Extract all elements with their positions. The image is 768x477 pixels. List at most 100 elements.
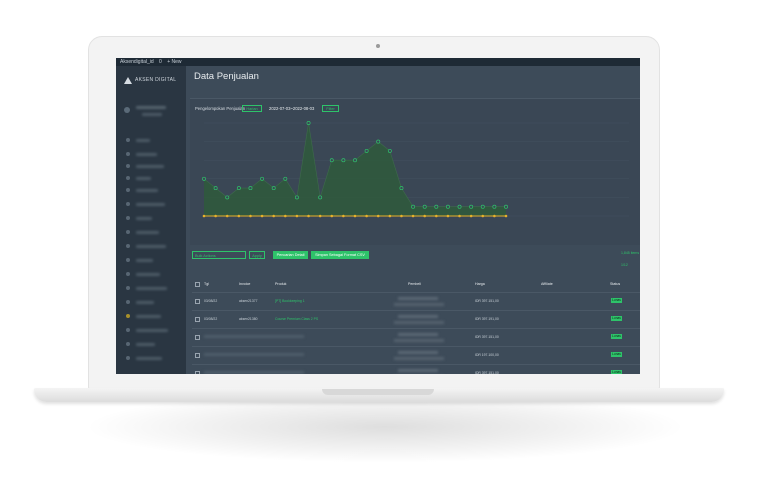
sales-point[interactable] [399, 186, 404, 191]
table-row[interactable]: IDR 397.151,00 Lunas [192, 328, 640, 346]
sales-point[interactable] [480, 204, 485, 209]
sales-point[interactable] [411, 204, 416, 209]
table-row[interactable]: 03/08/22 aksen21377 [PT] Bookkeeping 1 IDR … [192, 292, 640, 310]
sidebar-item[interactable] [136, 176, 151, 180]
table-row[interactable]: IDR 397.151,00 Lunas [192, 364, 640, 374]
row-checkbox[interactable] [195, 353, 200, 358]
sidebar-item[interactable] [136, 314, 161, 318]
select-all-checkbox[interactable] [195, 282, 200, 287]
baseline-point[interactable] [202, 214, 206, 218]
sidebar-item[interactable] [136, 244, 166, 248]
baseline-point[interactable] [225, 214, 229, 218]
baseline-point[interactable] [260, 214, 264, 218]
sales-point[interactable] [202, 176, 206, 181]
baseline-point[interactable] [376, 214, 380, 218]
baseline-point[interactable] [400, 214, 403, 218]
col-status[interactable]: Status [610, 282, 621, 286]
detail-search-button[interactable]: Pencarian Detail [273, 251, 308, 259]
sidebar-item[interactable] [136, 356, 162, 360]
sidebar-item[interactable] [136, 152, 157, 156]
col-price[interactable]: Harga [475, 282, 485, 286]
sidebar-item[interactable] [136, 272, 160, 276]
baseline-point[interactable] [284, 214, 287, 218]
sales-point[interactable] [341, 158, 346, 163]
baseline-point[interactable] [249, 214, 252, 218]
sales-point[interactable] [271, 186, 276, 191]
baseline-point[interactable] [237, 214, 241, 218]
baseline-point[interactable] [214, 214, 217, 218]
sidebar-item[interactable] [136, 286, 167, 290]
comments-count[interactable]: 0 [159, 59, 162, 65]
baseline-point[interactable] [481, 214, 485, 218]
col-product[interactable]: Produk [275, 282, 287, 286]
baseline-point[interactable] [318, 214, 322, 218]
baseline-point[interactable] [493, 214, 496, 218]
sales-point[interactable] [492, 204, 497, 209]
sidebar-item[interactable] [136, 300, 154, 304]
baseline-point[interactable] [365, 214, 368, 218]
sidebar-item[interactable] [136, 258, 153, 262]
sales-point[interactable] [306, 121, 311, 125]
col-date[interactable]: Tgl [204, 282, 209, 286]
grouping-select[interactable]: Harian [242, 105, 262, 112]
baseline-point[interactable] [388, 214, 392, 218]
baseline-point[interactable] [342, 214, 345, 218]
sidebar-item[interactable] [136, 328, 168, 332]
sidebar-item[interactable] [136, 342, 155, 346]
row-checkbox[interactable] [195, 335, 200, 340]
col-affiliate[interactable]: Affiliate [541, 282, 553, 286]
sales-point[interactable] [434, 204, 439, 209]
sales-point[interactable] [294, 195, 299, 200]
sales-point[interactable] [283, 176, 288, 181]
baseline-point[interactable] [353, 214, 357, 218]
sidebar-item[interactable] [136, 216, 152, 220]
export-csv-button[interactable]: Simpan Sebagai Format CSV [311, 251, 369, 259]
apply-button[interactable]: Apply [249, 251, 265, 259]
sales-point[interactable] [364, 148, 369, 153]
col-buyer[interactable]: Pembeli [408, 282, 421, 286]
row-product[interactable]: [PT] Bookkeeping 1 [275, 299, 305, 303]
sales-point[interactable] [469, 204, 474, 209]
col-invoice[interactable]: Invoice [239, 282, 251, 286]
baseline-point[interactable] [435, 214, 438, 218]
sales-point[interactable] [457, 204, 462, 209]
sidebar-item[interactable] [136, 138, 150, 142]
sales-point[interactable] [353, 158, 357, 163]
sales-point[interactable] [260, 176, 265, 181]
baseline-point[interactable] [272, 214, 275, 218]
sidebar-item[interactable] [136, 202, 165, 206]
pagination[interactable]: 1/12 [621, 263, 628, 267]
bulk-actions-select[interactable]: Bulk Actions [192, 251, 246, 259]
baseline-point[interactable] [411, 214, 415, 218]
baseline-point[interactable] [330, 214, 334, 218]
table-row[interactable]: 03/08/22 aksen21380 Course Premium Class 2… [192, 310, 640, 328]
filter-button[interactable]: Filter [322, 105, 339, 112]
sales-point[interactable] [225, 195, 230, 200]
sales-point[interactable] [445, 204, 450, 209]
baseline-point[interactable] [295, 214, 299, 218]
sales-point[interactable] [236, 186, 241, 191]
baseline-point[interactable] [307, 214, 310, 218]
row-checkbox[interactable] [195, 299, 200, 304]
row-product[interactable]: Course Premium Class 2 PS [275, 317, 319, 321]
new-button[interactable]: + New [167, 59, 182, 65]
baseline-point[interactable] [446, 214, 450, 218]
sidebar-item[interactable] [136, 164, 164, 168]
row-checkbox[interactable] [195, 317, 200, 322]
row-checkbox[interactable] [195, 371, 200, 374]
sidebar-item[interactable] [136, 188, 158, 192]
sales-point[interactable] [329, 158, 334, 163]
baseline-point[interactable] [469, 214, 473, 218]
sales-point[interactable] [422, 204, 427, 209]
date-range-field[interactable]: 2022-07-03~2022-08-03 [269, 106, 315, 111]
baseline-point[interactable] [423, 214, 426, 218]
sales-point[interactable] [376, 139, 381, 144]
baseline-point[interactable] [458, 214, 461, 218]
sales-point[interactable] [387, 148, 392, 153]
avatar[interactable] [124, 107, 130, 113]
sales-point[interactable] [248, 186, 253, 191]
sidebar-item[interactable] [136, 230, 159, 234]
sales-point[interactable] [504, 204, 508, 209]
sales-point[interactable] [213, 186, 218, 191]
sales-point[interactable] [318, 195, 323, 200]
